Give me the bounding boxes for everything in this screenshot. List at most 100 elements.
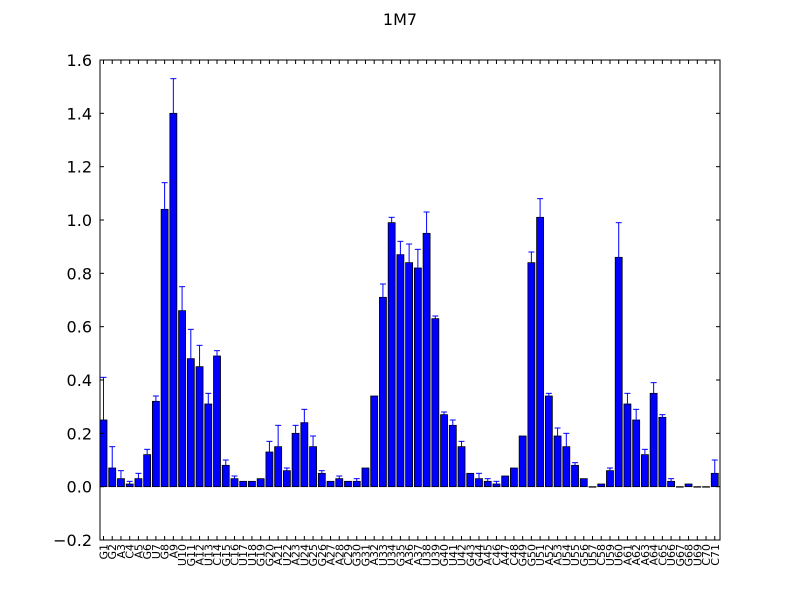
x-tick-label: G68: [683, 544, 696, 567]
y-axis: −0.2 0.0 0.2 0.4 0.6 0.8 1.0 1.2 1.4 1.6: [53, 51, 720, 550]
bar-G20: [265, 451, 274, 488]
error-bar-G25: [310, 435, 317, 447]
error-bar-U41: [449, 419, 456, 426]
error-bar-G20: [266, 440, 273, 452]
bar-A36: [405, 262, 414, 488]
x-tick-label: A62: [630, 544, 643, 566]
bar-U69: [693, 486, 702, 488]
bar-U13: [204, 403, 213, 488]
x-tick-label: A47: [499, 544, 512, 566]
bar-U55: [571, 464, 579, 488]
x-tick-label: C29: [342, 544, 355, 566]
x-tick-label: A12: [194, 544, 207, 566]
x-tick-label: A45: [482, 544, 495, 566]
error-bar-U34: [388, 216, 395, 223]
bar-A47: [501, 475, 510, 488]
error-bar-G26: [318, 470, 325, 474]
error-bar-G6: [144, 448, 151, 455]
x-tick-label: A32: [368, 544, 381, 566]
bars-group: [99, 112, 719, 488]
bar-G1: [99, 419, 108, 488]
bar-A53: [553, 435, 562, 488]
error-bar-U39: [432, 315, 439, 319]
bar-U51: [536, 216, 545, 488]
x-tick-label: G8: [159, 544, 172, 560]
bar-U39: [431, 318, 440, 488]
bar-U42: [457, 446, 466, 488]
x-tick-label: A63: [639, 544, 652, 566]
error-bar-G11: [187, 328, 194, 359]
bar-U60: [614, 256, 623, 488]
error-bar-A12: [196, 344, 203, 367]
bar-G49: [518, 435, 527, 488]
error-bar-A21: [275, 424, 282, 447]
x-tick-label: C4: [124, 544, 137, 559]
error-bar-A53: [554, 427, 561, 436]
error-bar-A28: [336, 475, 343, 479]
error-bar-A52: [545, 392, 552, 396]
bar-A61: [623, 403, 632, 488]
x-tick-label: C46: [490, 544, 503, 566]
x-tick-label: G43: [464, 544, 477, 567]
error-bar-C14: [214, 350, 221, 356]
bar-A23: [291, 432, 300, 488]
error-bar-U7: [152, 395, 159, 402]
error-bar-G50: [528, 251, 535, 263]
bar-G6: [143, 454, 152, 488]
y-tick-label: 0.6: [67, 318, 92, 337]
bar-G26: [317, 472, 326, 488]
x-tick-label: G44: [473, 544, 486, 567]
x-tick-label: U18: [246, 544, 259, 566]
bar-A37: [413, 267, 422, 488]
x-tick-label: A61: [621, 544, 634, 566]
x-tick-label: U17: [237, 544, 250, 566]
error-bar-A63: [641, 448, 648, 455]
x-tick-label: A23: [290, 544, 303, 566]
x-tick-label: A28: [333, 544, 346, 566]
x-tick-label: A36: [403, 544, 416, 566]
bar-C58: [597, 483, 606, 488]
bar-G19: [256, 478, 265, 488]
error-bar-A45: [484, 478, 491, 482]
bar-C70: [702, 486, 710, 488]
bar-G43: [466, 472, 475, 488]
x-tick-label: G15: [220, 544, 233, 567]
x-tick-label: U54: [560, 544, 573, 566]
bar-U10: [178, 310, 186, 488]
bar-G25: [309, 446, 317, 488]
bar-A12: [195, 366, 204, 488]
error-bar-A62: [633, 408, 640, 420]
bar-G67: [675, 486, 684, 488]
x-tick-label: G11: [185, 544, 198, 567]
x-tick-label: G35: [394, 544, 407, 567]
bar-U66: [667, 480, 675, 488]
bar-C46: [492, 483, 501, 488]
error-bar-C71: [711, 459, 718, 474]
bar-U41: [448, 424, 457, 488]
bar-G44: [475, 478, 483, 488]
bar-A21: [274, 446, 283, 488]
bar-U17: [239, 480, 248, 488]
bar-U24: [300, 422, 309, 488]
y-tick-label: −0.2: [53, 531, 92, 550]
x-tick-label: A27: [325, 544, 338, 566]
error-bar-C46: [493, 480, 500, 484]
y-tick-label: 0.2: [67, 424, 92, 443]
x-tick-label: U34: [386, 544, 399, 566]
error-bar-A23: [292, 424, 299, 434]
error-bar-A61: [624, 392, 631, 404]
bar-A28: [335, 478, 344, 488]
x-tick-label: G30: [351, 544, 364, 567]
bar-C71: [710, 472, 719, 488]
error-bar-U22: [283, 467, 290, 471]
bar-G40: [440, 414, 448, 488]
bar-A9: [169, 112, 178, 488]
bar-G15: [221, 464, 230, 488]
x-tick-label: U33: [377, 544, 390, 566]
x-tick-label: U24: [298, 544, 311, 566]
bar-G35: [396, 254, 405, 488]
error-bar-A9: [170, 78, 177, 114]
x-tick-label: A21: [272, 544, 285, 566]
bar-G8: [160, 208, 169, 488]
